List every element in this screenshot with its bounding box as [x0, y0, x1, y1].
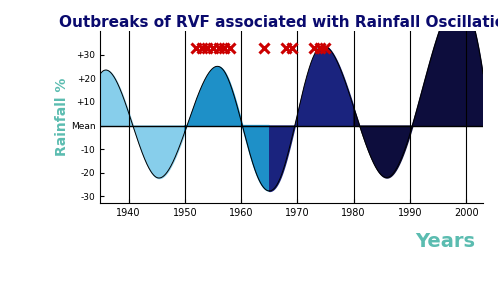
Text: Rainfall %: Rainfall %	[55, 78, 69, 157]
Text: Years: Years	[415, 232, 476, 251]
Title: Outbreaks of RVF associated with Rainfall Oscillations: Outbreaks of RVF associated with Rainfal…	[59, 15, 498, 30]
